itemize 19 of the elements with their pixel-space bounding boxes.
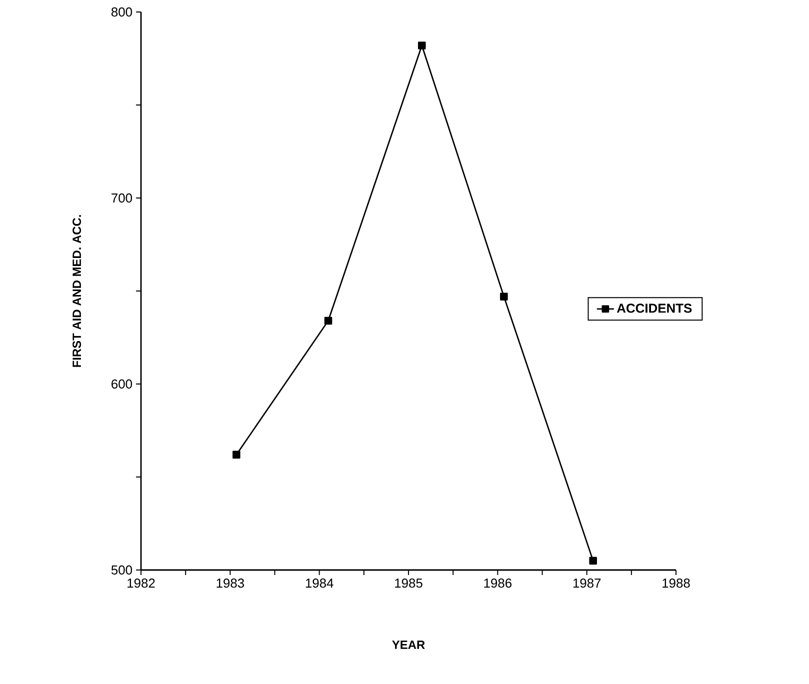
y-tick-label: 500 <box>111 565 132 575</box>
y-tick-label: 800 <box>111 7 132 17</box>
x-axis-title: YEAR <box>392 640 425 649</box>
point <box>589 556 597 565</box>
x-tick-label: 1987 <box>573 578 601 588</box>
y-tick-label: 700 <box>112 193 132 203</box>
x-tick-label: 1982 <box>128 578 155 588</box>
y-tick-label: 600 <box>112 379 132 389</box>
legend-label: ACCIDENTS <box>616 304 692 313</box>
x-tick-label: 1986 <box>484 578 512 588</box>
x-tick-label: 1985 <box>395 578 422 588</box>
point <box>500 292 508 300</box>
x-tick-label: 1984 <box>306 578 334 588</box>
point <box>324 316 332 325</box>
point <box>418 42 426 50</box>
y-axis-title: FIRST AID AND MED. ACC. <box>72 215 82 367</box>
x-tick-label: 1988 <box>662 578 690 588</box>
x-tick-label: 1983 <box>216 578 244 588</box>
point <box>232 450 240 459</box>
